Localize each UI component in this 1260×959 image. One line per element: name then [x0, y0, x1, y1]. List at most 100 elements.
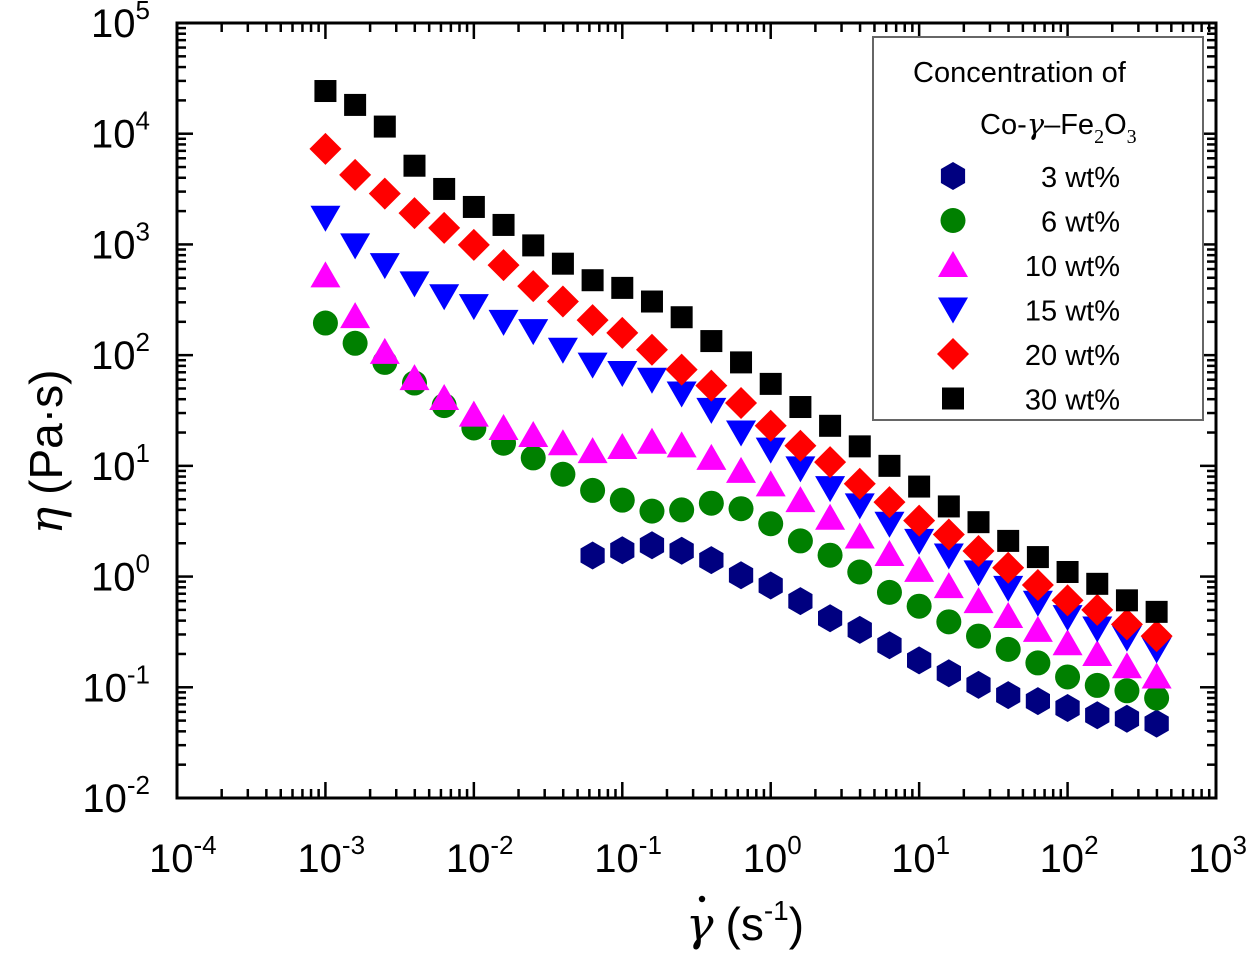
- data-point: [1110, 608, 1143, 641]
- data-point: [310, 205, 341, 232]
- data-point: [696, 397, 727, 424]
- data-point: [1141, 662, 1172, 689]
- x-axis-title-dot: [698, 895, 706, 903]
- legend-entry: 10 wt%: [938, 251, 1120, 283]
- data-point: [580, 477, 606, 503]
- legend-label: 6 wt%: [1041, 207, 1120, 239]
- y-tick-label: 103: [91, 216, 150, 267]
- x-tick-label: 101: [891, 830, 950, 881]
- x-tick-label: 102: [1040, 830, 1099, 881]
- data-point: [847, 559, 873, 585]
- legend-entry: 30 wt%: [942, 385, 1120, 417]
- x-axis-title: γ (s-1): [686, 895, 804, 951]
- data-point: [1145, 600, 1168, 623]
- x-tick-labels: 10-4 10-3 10-2 10-1 100 101 102 103: [149, 830, 1247, 881]
- data-point: [785, 456, 816, 483]
- data-point: [1111, 652, 1142, 679]
- data-point: [755, 437, 786, 464]
- series-10wt: [310, 261, 1172, 689]
- legend-marker-icon: [938, 251, 968, 277]
- y-tick-label: 10-1: [82, 659, 150, 710]
- data-point: [1086, 572, 1109, 595]
- data-point: [844, 493, 875, 520]
- data-point: [937, 495, 960, 518]
- legend-entry: 6 wt%: [940, 207, 1120, 239]
- data-point: [669, 497, 695, 523]
- legend-entries: 3 wt% 6 wt% 10 wt% 15 wt% 20 wt% 30 wt%: [937, 162, 1120, 417]
- y-axis-title: η(Pa·s): [19, 370, 73, 535]
- data-point: [576, 304, 609, 337]
- svg-text:γ(s-1): γ (s-1): [686, 895, 804, 951]
- data-point: [339, 158, 372, 191]
- data-point: [903, 504, 936, 537]
- data-point: [933, 543, 964, 570]
- data-point: [993, 575, 1024, 602]
- data-point: [488, 413, 519, 440]
- data-point: [462, 195, 485, 218]
- data-point: [695, 369, 728, 402]
- data-point: [754, 409, 787, 442]
- data-point: [1021, 568, 1054, 601]
- data-point: [1025, 687, 1050, 716]
- legend-box: [872, 36, 1204, 421]
- legend-marker-icon: [937, 338, 969, 370]
- data-point: [877, 631, 902, 660]
- data-point: [997, 529, 1020, 552]
- data-point: [517, 270, 550, 303]
- data-point: [666, 381, 697, 408]
- data-point: [992, 551, 1025, 584]
- data-point: [580, 541, 605, 570]
- data-point: [874, 539, 905, 566]
- data-point: [1082, 639, 1113, 666]
- data-point: [1022, 615, 1053, 642]
- data-point: [966, 623, 992, 649]
- data-point: [609, 487, 635, 513]
- data-point: [398, 197, 431, 230]
- data-point: [492, 213, 515, 236]
- data-point: [606, 316, 639, 349]
- data-point: [904, 555, 935, 582]
- data-point: [789, 396, 812, 419]
- data-point: [784, 429, 817, 462]
- data-point: [758, 511, 784, 537]
- data-point: [340, 302, 371, 329]
- data-point: [967, 511, 990, 534]
- data-point: [551, 252, 574, 275]
- data-point: [815, 503, 846, 530]
- data-point: [458, 400, 489, 427]
- data-point: [873, 486, 906, 519]
- data-point: [488, 309, 519, 336]
- data-point: [995, 636, 1021, 662]
- data-point: [1022, 590, 1053, 617]
- data-point: [876, 579, 902, 605]
- data-point: [458, 294, 489, 321]
- data-point: [759, 372, 782, 395]
- series-20wt: [309, 132, 1173, 653]
- data-point: [1052, 629, 1083, 656]
- data-point: [546, 285, 579, 318]
- data-point: [309, 132, 342, 165]
- data-point: [815, 476, 846, 503]
- legend-label: 3 wt%: [1041, 162, 1120, 194]
- data-point: [340, 233, 371, 260]
- data-point: [581, 269, 604, 292]
- data-point: [403, 154, 426, 177]
- data-point: [344, 93, 367, 116]
- data-point: [342, 330, 368, 356]
- data-point: [874, 511, 905, 538]
- data-point: [518, 420, 549, 447]
- data-point: [728, 496, 754, 522]
- data-point: [636, 367, 667, 394]
- x-tick-label: 10-4: [149, 830, 217, 881]
- data-point: [907, 646, 932, 675]
- data-point: [639, 498, 665, 524]
- data-point: [666, 431, 697, 458]
- legend-title-line1: Concentration of: [913, 57, 1127, 89]
- data-point: [700, 330, 723, 353]
- data-point: [906, 593, 932, 619]
- legend-entry: 3 wt%: [940, 162, 1120, 194]
- data-point: [640, 290, 663, 313]
- data-point: [848, 435, 871, 458]
- data-point: [547, 429, 578, 456]
- svg-text:η(Pa·s): η(Pa·s): [19, 370, 73, 535]
